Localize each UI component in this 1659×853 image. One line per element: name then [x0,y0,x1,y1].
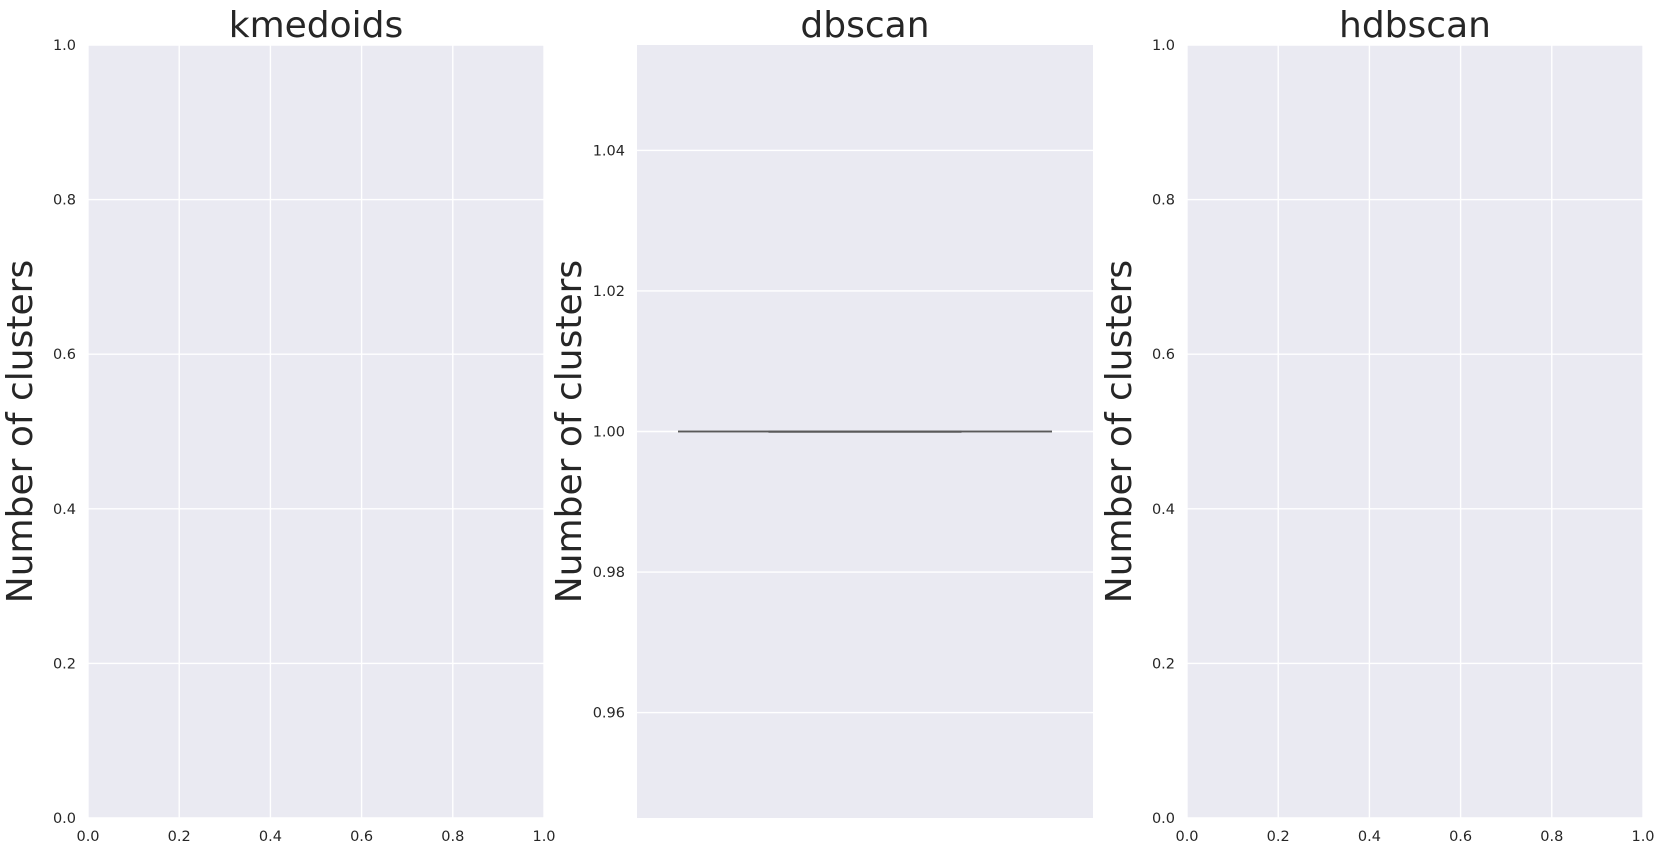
y-axis-label: Number of clusters [1099,260,1140,603]
x-tick-label: 0.2 [1267,829,1290,845]
x-tick-label: 0.0 [1175,829,1198,845]
y-tick-label: 0.2 [53,656,76,672]
x-tick-label: 0.0 [76,829,99,845]
y-tick-label: 1.02 [593,284,625,300]
y-tick-label: 0.4 [1152,502,1175,518]
y-tick-label: 1.04 [593,143,625,159]
x-tick-label: 0.6 [1449,829,1472,845]
y-tick-label: 0.6 [53,347,76,363]
y-tick-label: 0.96 [593,706,625,722]
y-axis-label: Number of clusters [0,260,41,603]
panel-dbscan: 0.96 0.98 1.00 1.02 1.04 dbscan Number of clus… [549,5,1093,818]
y-tick-label: 0.2 [1152,656,1175,672]
x-tick-label: 0.8 [441,829,464,845]
x-tick-label: 0.4 [1358,829,1381,845]
panel-kmedoids: 0.0 0.2 0.4 0.6 0.8 1.0 0.0 0.2 0.4 0.6 0.8 1.0 kmed… [0,5,556,845]
x-tick-label: 0.6 [350,829,373,845]
x-tick-label: 0.4 [259,829,282,845]
x-tick-label: 1.0 [1631,829,1654,845]
y-axis-label: Number of clusters [549,260,590,603]
y-tick-label: 0.0 [53,811,76,827]
y-tick-label: 0.8 [1152,193,1175,209]
panel-title: dbscan [800,5,929,46]
x-tick-label: 1.0 [532,829,555,845]
y-tick-label: 1.0 [1152,38,1175,54]
y-tick-label: 0.98 [593,565,625,581]
y-tick-label: 1.0 [53,38,76,54]
panel-title: kmedoids [229,5,404,46]
plot-area [1187,45,1643,818]
y-tick-label: 0.0 [1152,811,1175,827]
y-tick-label: 0.8 [53,193,76,209]
panel-hdbscan: 0.0 0.2 0.4 0.6 0.8 1.0 0.0 0.2 0.4 0.6 0.8 1.0 hdbs… [1099,5,1655,845]
plot-area [88,45,544,818]
x-tick-label: 0.8 [1540,829,1563,845]
y-tick-label: 0.6 [1152,347,1175,363]
y-tick-label: 1.00 [593,425,625,441]
y-tick-label: 0.4 [53,502,76,518]
x-tick-label: 0.2 [168,829,191,845]
panel-title: hdbscan [1339,5,1491,46]
